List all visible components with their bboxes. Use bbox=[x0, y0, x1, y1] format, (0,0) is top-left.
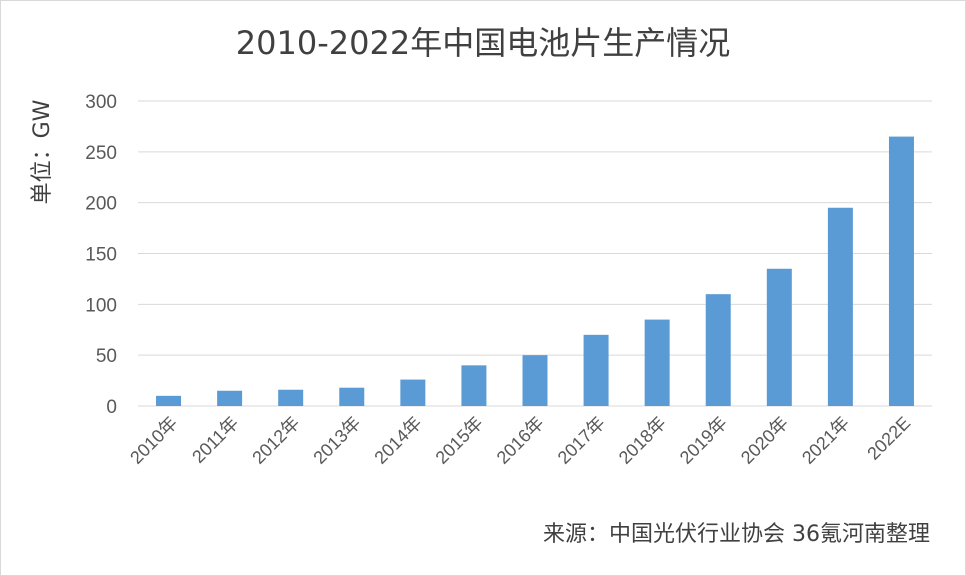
gridlines bbox=[138, 100, 932, 407]
x-tick-label: 2011年 bbox=[188, 413, 242, 467]
y-tick-labels: 0 50 100 150 200 250 300 bbox=[85, 92, 117, 418]
bar bbox=[400, 379, 426, 406]
x-tick-label: 2022E bbox=[863, 413, 914, 464]
x-tick-label: 2019年 bbox=[676, 413, 731, 468]
bar bbox=[888, 136, 914, 407]
y-tick-label: 200 bbox=[85, 194, 117, 215]
bar bbox=[217, 390, 243, 406]
source-note: 来源：中国光伏行业协会 36氪河南整理 bbox=[543, 522, 930, 547]
x-tick-label: 2013年 bbox=[309, 413, 364, 468]
y-tick-label: 250 bbox=[85, 143, 117, 164]
x-tick-label: 2018年 bbox=[615, 413, 670, 468]
bar bbox=[705, 294, 731, 406]
y-tick-label: 50 bbox=[96, 346, 117, 367]
y-tick-label: 0 bbox=[106, 397, 117, 418]
bar bbox=[766, 268, 792, 406]
y-tick-label: 150 bbox=[85, 245, 117, 266]
x-tick-label: 2015年 bbox=[432, 413, 487, 468]
x-tick-label: 2012年 bbox=[248, 413, 303, 468]
bar bbox=[827, 207, 853, 406]
bar bbox=[156, 395, 182, 406]
bar bbox=[461, 365, 487, 406]
bar bbox=[339, 387, 365, 406]
chart-title: 2010-2022年中国电池片生产情况 bbox=[235, 24, 731, 62]
x-tick-labels: 2010年 2011年 2012年 2013年 2014年 2015年 2016年 2017年… bbox=[126, 413, 914, 468]
x-tick-label: 2016年 bbox=[493, 413, 548, 468]
bars bbox=[156, 136, 914, 407]
y-tick-label: 100 bbox=[85, 295, 117, 316]
x-tick-label: 2010年 bbox=[126, 413, 181, 468]
y-tick-label: 300 bbox=[85, 92, 117, 113]
x-tick-label: 2021年 bbox=[798, 413, 853, 468]
x-tick-label: 2017年 bbox=[554, 413, 609, 468]
bar bbox=[278, 389, 304, 406]
bar bbox=[522, 355, 548, 406]
bar bbox=[583, 334, 609, 406]
x-tick-label: 2020年 bbox=[737, 413, 792, 468]
x-tick-label: 2014年 bbox=[370, 413, 425, 468]
bar bbox=[644, 319, 670, 406]
